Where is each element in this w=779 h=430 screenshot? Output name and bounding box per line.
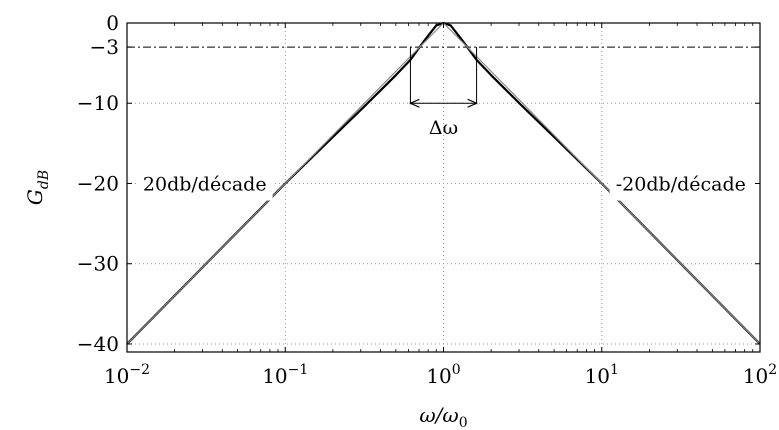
x-tick-label: 102: [743, 362, 777, 388]
y-tick-label: −20: [77, 171, 119, 195]
x-tick-label: 10−2: [104, 362, 150, 388]
x-tick-label: 101: [585, 362, 619, 388]
y-tick-label: −3: [90, 35, 119, 59]
y-tick-label: 0: [106, 11, 119, 35]
annotation-group: 20db/décade -20db/décade: [137, 168, 752, 200]
y-tick-label: −30: [77, 252, 119, 276]
slope-annotation: 20db/décade: [143, 173, 267, 195]
x-tick-label: 100: [426, 362, 460, 388]
y-tick-label: −10: [77, 91, 119, 115]
x-axis-label: ω/ω0: [419, 403, 467, 430]
bandwidth-label: Δω: [429, 117, 458, 139]
slope-annotation: -20db/décade: [616, 173, 746, 195]
axis-label-group: ω/ω0 GdB: [23, 170, 468, 430]
y-axis-label: GdB: [23, 170, 52, 205]
bandwidth-group: Δω: [410, 47, 476, 139]
x-tick-label: 10−1: [262, 362, 308, 388]
y-tick-label: −40: [77, 332, 119, 356]
